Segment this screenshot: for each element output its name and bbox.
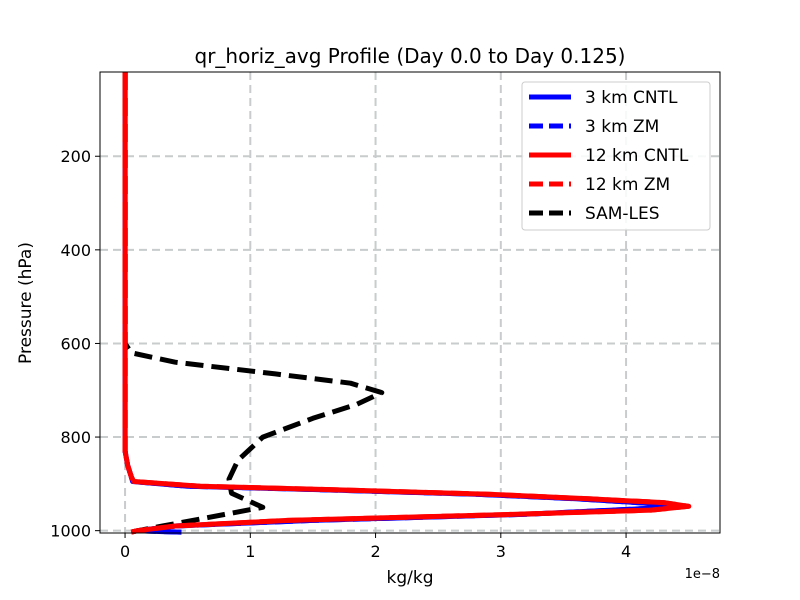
x-tick-label: 3 xyxy=(496,542,506,561)
x-offset-label: 1e−8 xyxy=(685,567,720,582)
x-tick-label: 0 xyxy=(120,542,130,561)
x-tick-label: 1 xyxy=(245,542,255,561)
legend-label-3-km-zm: 3 km ZM xyxy=(585,117,659,137)
y-tick-label: 800 xyxy=(60,428,91,447)
axes-frame xyxy=(99,71,721,534)
ticks: 0 1 2 3 4 200 400 600 800 1000 xyxy=(50,147,631,561)
x-tick-label: 4 xyxy=(621,542,631,561)
legend-box xyxy=(521,81,711,231)
legend-label-sam-les: SAM-LES xyxy=(585,204,660,224)
series-line-sam-les xyxy=(122,72,385,535)
legend: 3 km CNTL 3 km ZM 12 km CNTL 12 km ZM SAM-LE… xyxy=(521,81,711,231)
x-tick-label: 2 xyxy=(370,542,380,561)
y-axis-label: Pressure (hPa) xyxy=(16,242,36,364)
legend-label-3-km-cntl: 3 km CNTL xyxy=(585,88,678,108)
y-tick-label: 200 xyxy=(60,147,91,166)
y-tick-label: 1000 xyxy=(50,522,91,541)
legend-label-12-km-cntl: 12 km CNTL xyxy=(585,146,689,166)
x-axis-label: kg/kg xyxy=(387,568,434,588)
legend-label-12-km-zm: 12 km ZM xyxy=(585,175,670,195)
y-tick-label: 400 xyxy=(60,241,91,260)
series-line-12-km-zm xyxy=(122,72,692,535)
chart-title: qr_horiz_avg Profile (Day 0.0 to Day 0.1… xyxy=(195,44,626,68)
y-tick-label: 600 xyxy=(60,334,91,353)
series-layer xyxy=(122,72,692,535)
